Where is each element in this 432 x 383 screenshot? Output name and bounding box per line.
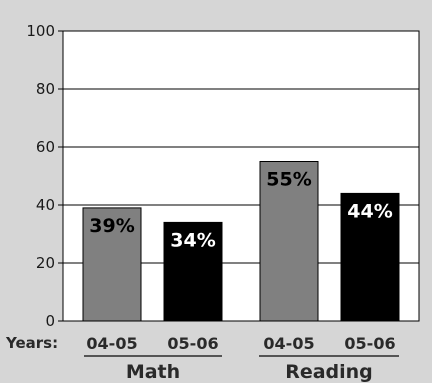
data-labels: 39% 34% 55% 44% [89,169,392,252]
y-tick-label-100: 100 [26,22,55,40]
y-tick-label-0: 0 [45,312,55,330]
x-tick-label-math-05-06: 05-06 [167,334,218,353]
x-axis: Years: 04-05 05-06 Math 04-05 05-06 Reading [5,334,399,383]
bar-reading-05-06 [340,192,400,322]
x-tick-label-reading-05-06: 05-06 [344,334,395,353]
x-tick-label-reading-04-05: 04-05 [263,334,314,353]
bar-reading-04-05 [259,161,319,322]
years-label: Years: [5,334,58,352]
data-label-math-04-05: 39% [89,215,134,237]
group-label-math: Math [126,361,180,383]
bars [82,161,400,322]
x-tick-label-math-04-05: 04-05 [86,334,137,353]
y-tick-label-80: 80 [36,80,55,98]
group-label-reading: Reading [285,361,373,383]
bar-math-04-05 [82,207,142,322]
y-axis-ticks: 0 20 40 60 80 100 [26,22,63,330]
data-label-reading-04-05: 55% [266,169,311,191]
y-tick-label-60: 60 [36,138,55,156]
data-label-reading-05-06: 44% [347,200,392,222]
data-label-math-05-06: 34% [170,229,215,251]
y-tick-label-40: 40 [36,196,55,214]
bar-math-05-06 [163,221,223,322]
y-tick-label-20: 20 [36,254,55,272]
